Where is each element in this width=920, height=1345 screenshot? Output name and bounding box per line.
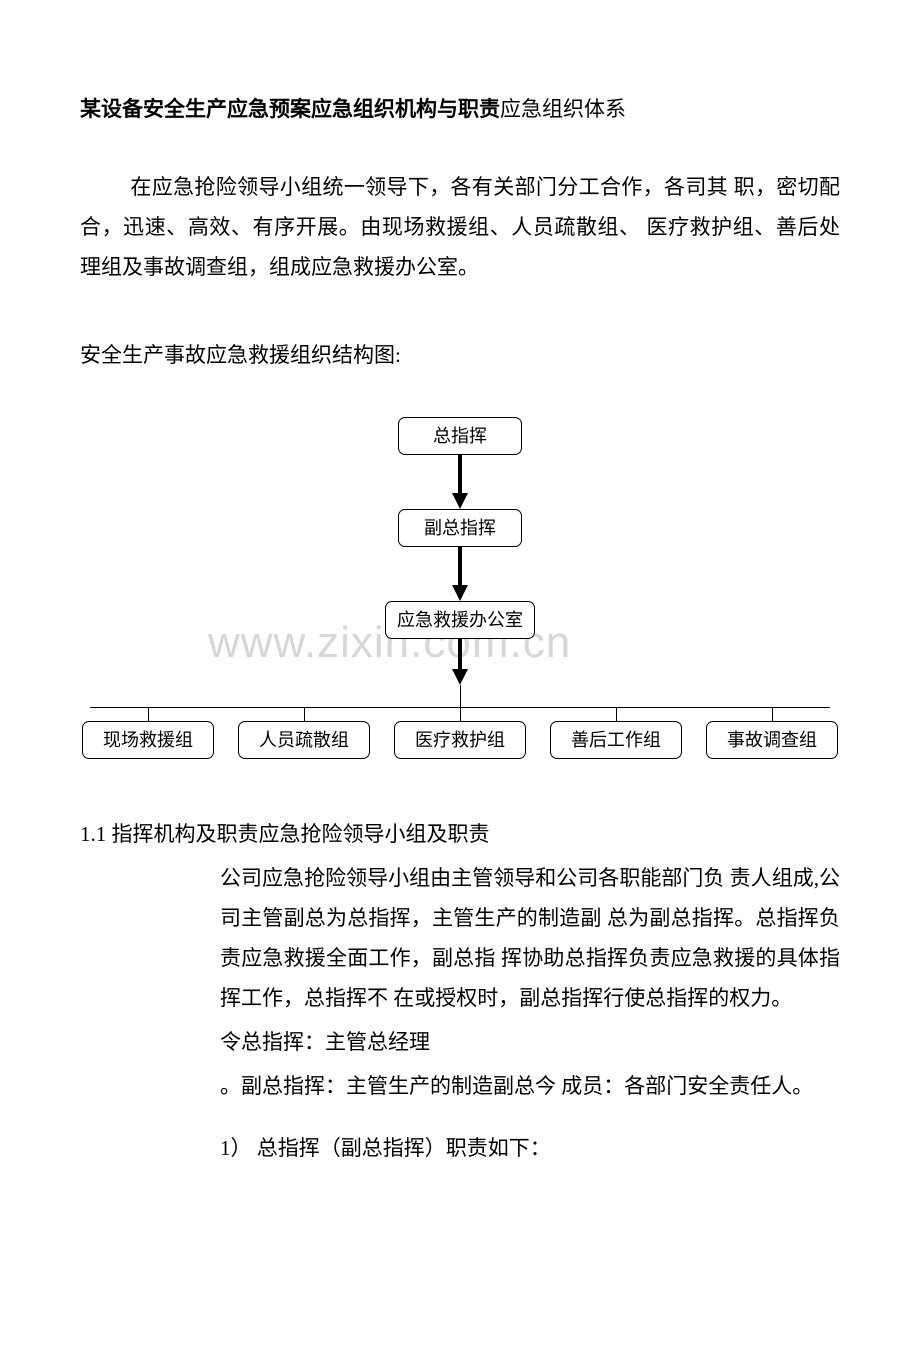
node-commander: 总指挥	[398, 417, 522, 455]
org-flowchart: www.zixin.com.cn 总指挥 副总指挥 应急救援办公室 现场救援组 …	[80, 417, 840, 797]
body-text: 。副总指挥：主管生产的制造副总今 成员：各部门安全责任人。	[220, 1067, 840, 1107]
connector-line	[148, 707, 149, 721]
intro-paragraph: 在应急抢险领导小组统一领导下，各有关部门分工合作，各司其 职，密切配合，迅速、高…	[80, 168, 840, 288]
chart-heading: 安全生产事故应急救援组织结构图:	[80, 336, 840, 376]
section-number: 1.1 指挥机构及职责应急抢险领导小组及职责	[80, 815, 840, 855]
arrow-icon	[450, 455, 470, 509]
connector-line	[772, 707, 773, 721]
body-text: 公司应急抢险领导小组由主管领导和公司各职能部门负 责人组成,公司主管副总为总指挥…	[220, 859, 840, 1019]
node-evacuate: 人员疏散组	[238, 721, 370, 759]
connector-line	[616, 707, 617, 721]
body-text: 令总指挥：主管总经理	[220, 1023, 840, 1063]
list-item: 1） 总指挥（副总指挥）职责如下：	[220, 1129, 840, 1169]
node-label: 副总指挥	[424, 511, 496, 545]
arrow-icon	[450, 547, 470, 601]
node-label: 事故调查组	[727, 723, 817, 757]
arrow-icon	[450, 639, 470, 685]
node-rescue: 现场救援组	[82, 721, 214, 759]
connector-line	[304, 707, 305, 721]
title-bold: 某设备安全生产应急预案应急组织机构与职责	[80, 97, 500, 121]
node-label: 医疗救护组	[415, 723, 505, 757]
node-office: 应急救援办公室	[385, 601, 535, 639]
connector-line	[460, 685, 461, 721]
node-medical: 医疗救护组	[394, 721, 526, 759]
section-body: 公司应急抢险领导小组由主管领导和公司各职能部门负 责人组成,公司主管副总为总指挥…	[220, 859, 840, 1106]
node-investigate: 事故调查组	[706, 721, 838, 759]
node-label: 总指挥	[433, 419, 487, 453]
document-title: 某设备安全生产应急预案应急组织机构与职责应急组织体系	[80, 90, 840, 130]
node-label: 善后工作组	[571, 723, 661, 757]
node-label: 人员疏散组	[259, 723, 349, 757]
node-aftermath: 善后工作组	[550, 721, 682, 759]
node-label: 现场救援组	[103, 723, 193, 757]
node-label: 应急救援办公室	[397, 603, 523, 637]
node-deputy: 副总指挥	[398, 509, 522, 547]
title-rest: 应急组织体系	[500, 97, 626, 121]
